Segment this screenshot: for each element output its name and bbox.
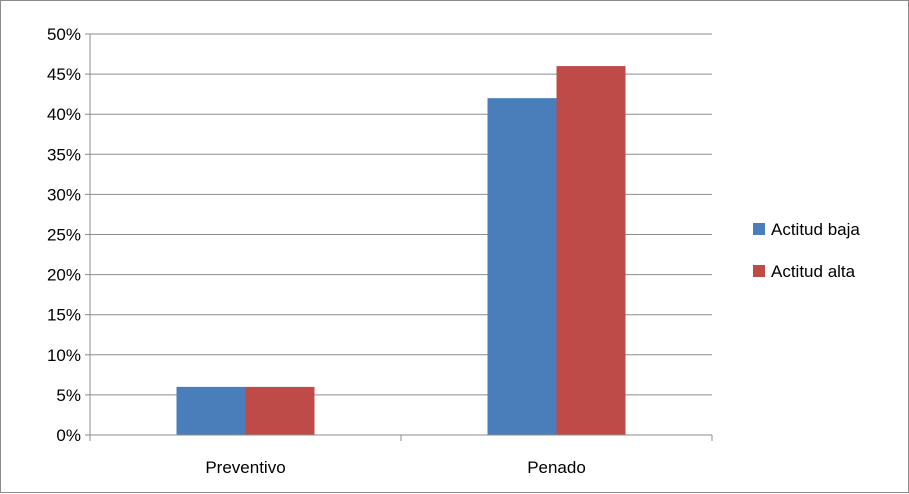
x-category-label: Penado xyxy=(527,458,586,477)
x-category-label: Preventivo xyxy=(205,458,285,477)
x-axis-category-labels: Preventivo Penado xyxy=(205,458,585,477)
y-tick-label: 40% xyxy=(47,105,81,124)
bar-preventivo-actitud-baja xyxy=(176,386,246,435)
legend-label: Actitud baja xyxy=(771,220,860,239)
y-tick-label: 50% xyxy=(47,25,81,44)
y-tick-label: 0% xyxy=(56,426,81,445)
gridlines xyxy=(90,33,712,396)
bar-penado-actitud-baja xyxy=(487,98,557,435)
legend-swatch xyxy=(753,223,765,235)
y-tick-label: 20% xyxy=(47,266,81,285)
bars xyxy=(176,66,626,435)
y-axis-tick-labels: 0% 5% 10% 15% 20% 25% 30% 35% 40% 45% 50% xyxy=(47,25,81,445)
y-tick-label: 5% xyxy=(56,386,81,405)
y-tick-label: 30% xyxy=(47,185,81,204)
legend-label: Actitud alta xyxy=(771,262,856,281)
y-tick-label: 15% xyxy=(47,306,81,325)
y-tick-label: 35% xyxy=(47,145,81,164)
y-tick-label: 25% xyxy=(47,226,81,245)
legend-swatch xyxy=(753,265,765,277)
y-tick-label: 45% xyxy=(47,65,81,84)
legend: Actitud baja Actitud alta xyxy=(753,220,860,281)
bar-preventivo-actitud-alta xyxy=(245,386,315,435)
y-tick-label: 10% xyxy=(47,346,81,365)
axes xyxy=(85,33,713,441)
bar-penado-actitud-alta xyxy=(556,66,626,435)
